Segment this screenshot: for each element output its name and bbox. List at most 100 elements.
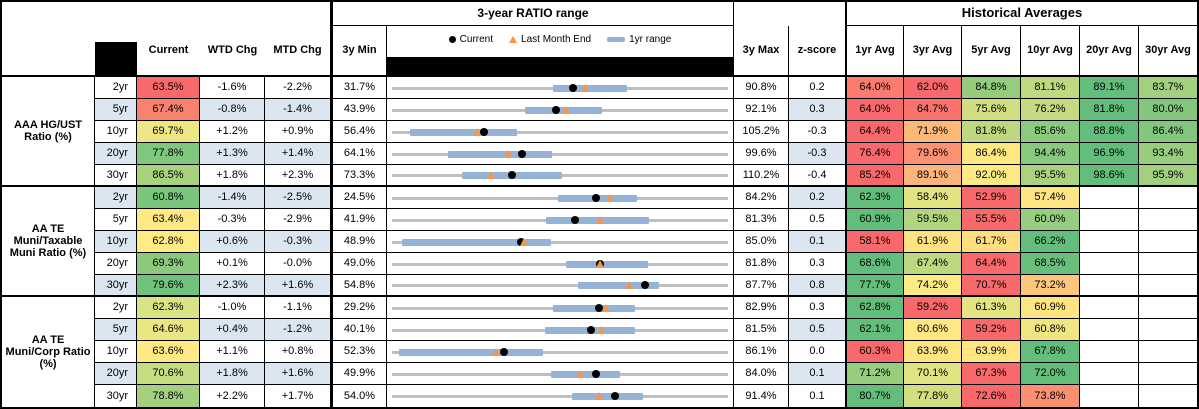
range-min-cell: 41.9% (330, 209, 387, 231)
range-max-cell: 105.2% (734, 121, 789, 143)
current-dot-icon (591, 369, 600, 378)
wtd-change-cell: +0.6% (200, 231, 265, 253)
tenor-cell: 10yr (95, 121, 137, 143)
current-value-cell: 70.6% (137, 363, 200, 385)
avg-cell-3: 52.9% (962, 187, 1021, 209)
wtd-change-cell: -1.6% (200, 77, 265, 99)
avg-cell-6 (1139, 209, 1197, 231)
range-track (392, 130, 728, 134)
zscore-cell: 0.1 (789, 363, 845, 385)
tenor-cell: 20yr (95, 363, 137, 385)
current-value-cell: 86.5% (137, 165, 200, 187)
group-col-header (2, 26, 95, 77)
avg-cell-6 (1139, 187, 1197, 209)
avg-cell-5 (1080, 209, 1139, 231)
range-max-cell: 99.6% (734, 143, 789, 165)
avg-cell-3: 72.6% (962, 385, 1021, 407)
range-track (392, 350, 728, 354)
tenor-cell: 10yr (95, 231, 137, 253)
avg-cell-4: 66.2% (1021, 231, 1080, 253)
black-strip (387, 57, 733, 75)
avg-cell-1: 64.0% (845, 77, 904, 99)
range-max-cell: 92.1% (734, 99, 789, 121)
tenor-cell: 2yr (95, 187, 137, 209)
one-year-range-bar (399, 348, 544, 356)
avg-cell-3: 63.9% (962, 341, 1021, 363)
wtd-change-cell: +1.1% (200, 341, 265, 363)
avg-cell-4: 85.6% (1021, 121, 1080, 143)
zscore-cell: -0.3 (789, 143, 845, 165)
range-max-cell: 86.1% (734, 341, 789, 363)
avg-cell-4: 60.9% (1021, 297, 1080, 319)
avg-cell-6 (1139, 253, 1197, 275)
legend-label-current: Current (459, 34, 494, 45)
avg-cell-1: 58.1% (845, 231, 904, 253)
zscore-cell: -0.4 (789, 165, 845, 187)
mtd-change-cell: -1.2% (265, 319, 330, 341)
avg-cell-2: 59.2% (904, 297, 962, 319)
range-min-cell: 52.3% (330, 341, 387, 363)
avg-cell-5 (1080, 253, 1139, 275)
current-dot-icon (641, 281, 650, 289)
chart-legend: Current Last Month End 1yr range (387, 34, 733, 45)
max-col-header: 3y Max (734, 26, 789, 77)
legend-label-1yr-range: 1yr range (629, 34, 672, 45)
range-max-cell: 110.2% (734, 165, 789, 187)
zscore-cell: 0.3 (789, 253, 845, 275)
avg-cell-2: 74.2% (904, 275, 962, 297)
avg-cell-4: 60.8% (1021, 319, 1080, 341)
mtd-change-cell: +1.6% (265, 363, 330, 385)
avg-cell-4: 73.2% (1021, 275, 1080, 297)
avg-cell-2: 59.5% (904, 209, 962, 231)
legend-item-current: Current (448, 34, 494, 45)
range-section-title: 3-year RATIO range (330, 2, 734, 26)
avg-cell-2: 58.4% (904, 187, 962, 209)
mtd-col-header: MTD Chg (265, 26, 330, 77)
one-year-range-bar (552, 84, 627, 92)
last-month-triangle-icon (624, 281, 633, 289)
mtd-change-cell: -2.5% (265, 187, 330, 209)
current-value-cell: 63.4% (137, 209, 200, 231)
wtd-change-cell: +2.3% (200, 275, 265, 297)
current-value-cell: 78.8% (137, 385, 200, 407)
avg-cell-2: 62.0% (904, 77, 962, 99)
avg-cell-5 (1080, 385, 1139, 407)
current-dot-icon (610, 392, 619, 400)
avg-cell-4: 57.4% (1021, 187, 1080, 209)
range-min-cell: 49.0% (330, 253, 387, 275)
avg-cell-5 (1080, 231, 1139, 253)
zscore-cell: 0.0 (789, 341, 845, 363)
current-dot-icon (551, 105, 560, 114)
one-year-range-bar (553, 304, 635, 312)
avg-cell-6: 83.7% (1139, 77, 1197, 99)
avg-cell-1: 71.2% (845, 363, 904, 385)
avg-cell-5: 96.9% (1080, 143, 1139, 165)
range-min-cell: 56.4% (330, 121, 387, 143)
avg-cell-1: 64.0% (845, 99, 904, 121)
avg-cell-2: 60.6% (904, 319, 962, 341)
current-value-cell: 69.7% (137, 121, 200, 143)
range-min-cell: 43.9% (330, 99, 387, 121)
tenor-col-header (95, 26, 137, 77)
mtd-change-cell: +2.3% (265, 165, 330, 187)
wtd-change-cell: +1.2% (200, 121, 265, 143)
wtd-change-cell: -0.3% (200, 209, 265, 231)
last-month-triangle-icon (492, 347, 501, 356)
avg-cell-2: 89.1% (904, 165, 962, 187)
avg-cell-1: 60.3% (845, 341, 904, 363)
current-value-cell: 62.3% (137, 297, 200, 319)
avg-cell-3: 86.4% (962, 143, 1021, 165)
last-month-triangle-icon (504, 149, 513, 158)
tenor-cell: 5yr (95, 99, 137, 121)
avg-cell-1: 62.3% (845, 187, 904, 209)
zscore-cell: 0.5 (789, 209, 845, 231)
range-track (392, 240, 728, 244)
wtd-change-cell: +1.8% (200, 363, 265, 385)
avg-cell-2: 71.9% (904, 121, 962, 143)
historical-section-title: Historical Averages (845, 2, 1197, 26)
avg-cell-2: 79.6% (904, 143, 962, 165)
zscore-col-header: z-score (789, 26, 845, 77)
avg-col-header-1yr: 1yr Avg (845, 26, 904, 77)
mtd-change-cell: +1.4% (265, 143, 330, 165)
